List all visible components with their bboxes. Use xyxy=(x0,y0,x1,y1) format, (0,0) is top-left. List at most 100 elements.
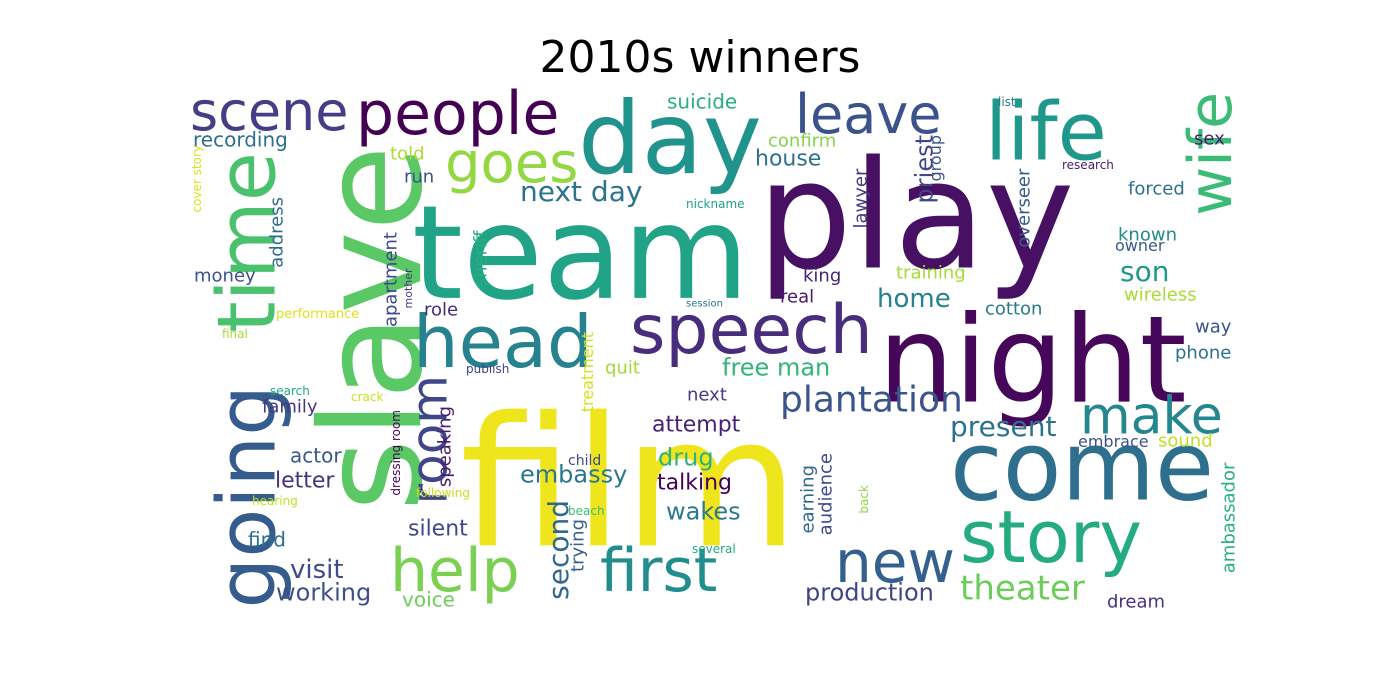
word-cover-story: cover story xyxy=(190,145,204,213)
word-performance: performance xyxy=(276,307,359,322)
word-sheriff: sheriff xyxy=(471,230,492,287)
word-dream: dream xyxy=(1107,592,1165,613)
word-leave: leave xyxy=(795,83,942,146)
word-session: session xyxy=(686,298,723,309)
word-priest: priest xyxy=(910,135,938,203)
word-house: house xyxy=(755,146,821,171)
word-beach: beach xyxy=(568,504,605,518)
word-sex: sex xyxy=(1194,129,1225,150)
word-present: present xyxy=(950,410,1056,443)
word-goes: goes xyxy=(445,131,578,196)
word-forced: forced xyxy=(1128,179,1185,200)
figure-title: 2010s winners xyxy=(539,32,861,83)
word-drug: drug xyxy=(658,443,714,471)
word-apartment: apartment xyxy=(381,232,402,327)
word-scene: scene xyxy=(190,80,349,143)
word-story: story xyxy=(960,495,1142,579)
word-cotton: cotton xyxy=(985,299,1042,320)
word-training: training xyxy=(896,263,966,284)
word-back: back xyxy=(857,485,871,514)
word-come: come xyxy=(950,410,1214,522)
word-speech: speech xyxy=(630,291,873,370)
word-day: day xyxy=(578,80,762,197)
word-address: address xyxy=(267,197,288,268)
word-recording: recording xyxy=(193,128,288,152)
word-way: way xyxy=(1195,317,1232,338)
word-help: help xyxy=(390,536,520,606)
word-next-day: next day xyxy=(520,175,642,208)
word-ambassador: ambassador xyxy=(1219,462,1240,573)
word-home: home xyxy=(877,284,951,314)
word-next: next xyxy=(687,385,727,406)
word-audience: audience xyxy=(816,453,837,535)
word-research: research xyxy=(1062,158,1114,172)
word-first: first xyxy=(600,536,717,606)
word-going: going xyxy=(200,385,293,608)
word-theater: theater xyxy=(960,569,1085,609)
word-sound: sound xyxy=(1158,431,1213,452)
word-free-man: free man xyxy=(722,353,830,381)
word-known: known xyxy=(1118,225,1177,246)
word-run: run xyxy=(404,167,434,188)
word-confirm: confirm xyxy=(768,131,836,152)
word-owner: owner xyxy=(1115,236,1165,255)
word-phone: phone xyxy=(1175,343,1231,364)
word-slave: slave xyxy=(291,145,454,512)
word-letter: letter xyxy=(275,468,335,493)
word-play: play xyxy=(757,130,1075,304)
word-crack: crack xyxy=(351,390,383,404)
word-visit: visit xyxy=(290,555,344,585)
word-mother: mother xyxy=(402,268,415,308)
word-group: group xyxy=(926,135,945,181)
word-hearing: hearing xyxy=(252,494,298,508)
word-child: child xyxy=(568,453,601,469)
word-time: time xyxy=(200,152,293,333)
word-real: real xyxy=(780,287,814,308)
word-speaking: speaking xyxy=(435,406,456,487)
word-head: head xyxy=(413,300,593,384)
word-money: money xyxy=(194,266,256,287)
word-voice: voice xyxy=(402,588,455,612)
word-trying: trying xyxy=(568,519,589,572)
word-wife: wife xyxy=(1176,92,1246,216)
word-plantation: plantation xyxy=(780,379,963,420)
word-nickname: nickname xyxy=(686,197,745,211)
word-people: people xyxy=(356,79,559,149)
word-production: production xyxy=(805,578,934,606)
word-embassy: embassy xyxy=(520,460,627,488)
word-actor: actor xyxy=(290,444,342,468)
word-list: list xyxy=(998,95,1016,109)
word-role: role xyxy=(424,300,458,321)
word-family: family xyxy=(262,397,318,418)
word-overseer: overseer xyxy=(1014,168,1035,248)
word-new: new xyxy=(835,528,955,596)
word-wakes: wakes xyxy=(666,497,741,525)
word-silent: silent xyxy=(408,516,468,541)
word-son: son xyxy=(1120,255,1169,288)
word-treatment: treatment xyxy=(578,332,597,412)
word-publish: publish xyxy=(466,362,509,376)
word-quit: quit xyxy=(605,358,640,379)
word-wireless: wireless xyxy=(1124,285,1197,306)
word-room: room xyxy=(401,375,459,504)
word-film: film xyxy=(460,379,799,588)
word-earning: earning xyxy=(798,465,819,533)
word-embrace: embrace xyxy=(1078,432,1149,451)
word-talking: talking xyxy=(657,470,732,495)
word-search: search xyxy=(270,384,310,398)
word-attempt: attempt xyxy=(652,412,741,437)
word-make: make xyxy=(1080,386,1223,446)
word-lawyer: lawyer xyxy=(851,168,872,228)
word-second: second xyxy=(542,500,575,600)
word-final: final xyxy=(222,327,248,341)
word-team: team xyxy=(412,177,749,329)
word-life: life xyxy=(985,85,1107,178)
word-find: find xyxy=(248,528,286,552)
word-told: told xyxy=(390,144,425,165)
word-night: night xyxy=(878,292,1187,431)
word-king: king xyxy=(803,266,841,287)
word-following: following xyxy=(416,486,470,500)
word-dressing-room: dressing room xyxy=(389,410,403,496)
